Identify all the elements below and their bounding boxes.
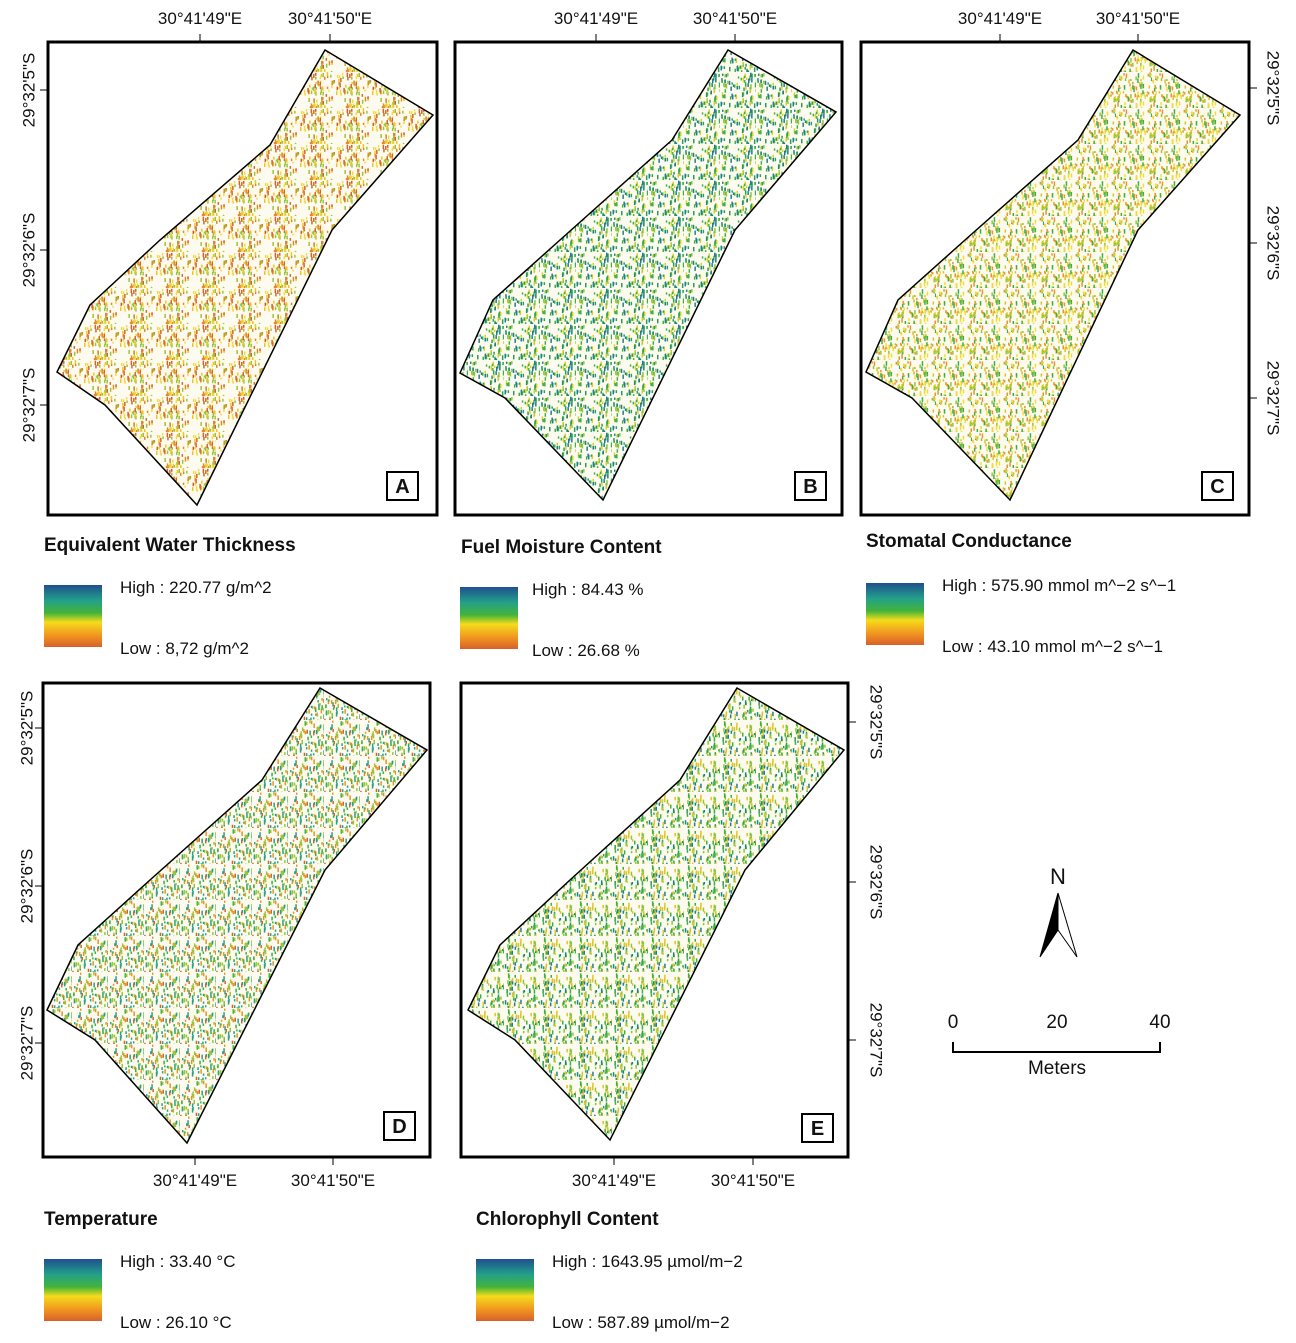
y-coordinate-label: 29°32'6"S <box>867 845 886 920</box>
panel-letter: D <box>392 1116 406 1138</box>
legend-ramp <box>44 1259 102 1321</box>
y-coordinate-label: 29°32'5"S <box>1264 51 1283 126</box>
legend-high: High : 84.43 % <box>532 580 644 599</box>
scale-unit: Meters <box>1028 1058 1086 1079</box>
x-coordinate-label: 30°41'49"E <box>554 9 638 28</box>
panel-letter-box <box>794 471 827 501</box>
x-coordinate-label: 30°41'49"E <box>572 1171 656 1190</box>
legend-low: Low : 26.10 °C <box>120 1313 232 1332</box>
panel-letter-box <box>386 471 419 501</box>
panel-title: Fuel Moisture Content <box>461 537 662 558</box>
legend-ramp <box>866 583 924 645</box>
y-coordinate-label: 29°32'7"S <box>867 1003 886 1078</box>
north-arrow-right <box>1057 892 1078 958</box>
panel-letter-box <box>801 1113 834 1143</box>
panel-title: Chlorophyll Content <box>476 1209 659 1230</box>
x-coordinate-label: 30°41'49"E <box>153 1171 237 1190</box>
panel-letter: A <box>395 476 409 498</box>
y-coordinate-label: 29°32'6"S <box>17 849 36 924</box>
panel-letter: E <box>811 1118 824 1140</box>
legend-low: Low : 587.89 µmol/m−2 <box>552 1313 730 1332</box>
panel-letter: B <box>803 476 817 498</box>
x-coordinate-label: 30°41'50"E <box>1096 9 1180 28</box>
legend-low: Low : 26.68 % <box>532 641 640 660</box>
legend-high: High : 33.40 °C <box>120 1252 235 1271</box>
panel-title: Temperature <box>44 1209 158 1230</box>
legend-high: High : 1643.95 µmol/m−2 <box>552 1252 743 1271</box>
field-raster <box>46 686 429 1145</box>
legend-ramp <box>460 587 518 649</box>
scale-label: 40 <box>1149 1012 1170 1033</box>
scale-label: 20 <box>1046 1012 1067 1033</box>
x-coordinate-label: 30°41'50"E <box>711 1171 795 1190</box>
panel-letter-box <box>383 1111 416 1141</box>
x-coordinate-label: 30°41'50"E <box>693 9 777 28</box>
y-coordinate-label: 29°32'7"S <box>19 368 38 443</box>
field-raster <box>459 48 838 502</box>
legend-low: Low : 8,72 g/m^2 <box>120 639 249 658</box>
y-coordinate-label: 29°32'5"S <box>867 685 886 760</box>
x-coordinate-label: 30°41'50"E <box>288 9 372 28</box>
scale-bar <box>952 1042 1161 1053</box>
panel-letter-box <box>1201 471 1234 501</box>
legend-ramp <box>44 585 102 647</box>
field-raster <box>865 48 1242 502</box>
north-arrow-left <box>1039 892 1059 958</box>
field-raster <box>56 48 435 507</box>
scale-label: 0 <box>948 1012 959 1033</box>
field-raster <box>467 686 846 1142</box>
panel-title: Equivalent Water Thickness <box>44 535 296 556</box>
x-coordinate-label: 30°41'50"E <box>291 1171 375 1190</box>
x-coordinate-label: 30°41'49"E <box>958 9 1042 28</box>
legend-ramp <box>476 1259 534 1321</box>
north-label: N <box>1050 864 1066 889</box>
legend-high: High : 220.77 g/m^2 <box>120 578 272 597</box>
legend-low: Low : 43.10 mmol m^−2 s^−1 <box>942 637 1163 656</box>
panel-title: Stomatal Conductance <box>866 531 1072 552</box>
panel-letter: C <box>1210 476 1224 498</box>
x-coordinate-label: 30°41'49"E <box>158 9 242 28</box>
y-coordinate-label: 29°32'7"S <box>17 1006 36 1081</box>
y-coordinate-label: 29°32'5"S <box>19 53 38 128</box>
y-coordinate-label: 29°32'5"S <box>17 691 36 766</box>
y-coordinate-label: 29°32'6"S <box>19 213 38 288</box>
legend-high: High : 575.90 mmol m^−2 s^−1 <box>942 576 1176 595</box>
y-coordinate-label: 29°32'6"S <box>1264 206 1283 281</box>
y-coordinate-label: 29°32'7"S <box>1264 361 1283 436</box>
